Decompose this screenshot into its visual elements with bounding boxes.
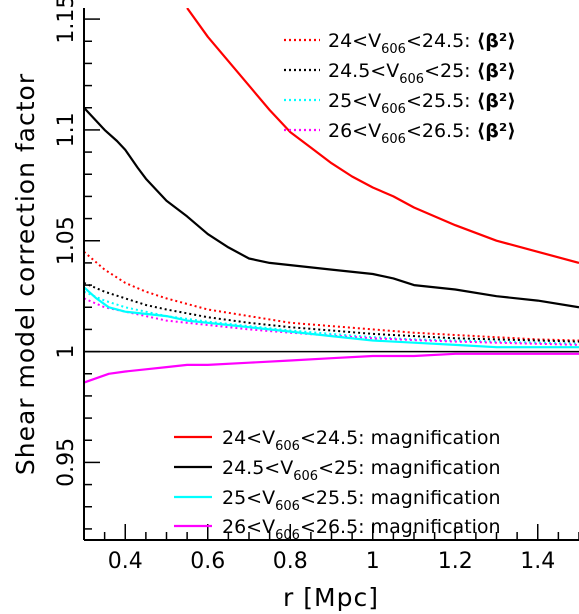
series-line-mag_black: [84, 106, 579, 309]
legend-label-mag_cyan: 25<V606<25.5: magnification: [222, 487, 501, 514]
series-line-mag_cyan: [84, 286, 579, 349]
x-tick-label: 0.6: [190, 549, 225, 574]
y-tick-label: 1.15: [54, 0, 79, 44]
y-tick-label: 0.95: [54, 438, 79, 487]
y-tick-label: 1.1: [54, 112, 79, 147]
series-line-mag_magenta: [84, 352, 579, 384]
x-tick-label: 0.8: [273, 549, 308, 574]
x-tick-label: 1.4: [520, 549, 555, 574]
legend-label-beta_cyan: 25<V606<25.5: ⟨β²⟩: [328, 90, 516, 117]
legend-layer: 24<V606<24.5: ⟨β²⟩ 24.5<V606<25: ⟨β²⟩ 25<V…: [174, 30, 516, 543]
axes-layer: 0.4 0.6 0.8 1 1.2 1.4 0.95 1 1.05 1.1 1.15: [54, 0, 579, 574]
series-line-beta_red: [84, 251, 579, 342]
series-layer: [84, 8, 579, 384]
legend-label-beta_black: 24.5<V606<25: ⟨β²⟩: [328, 60, 516, 87]
legend-label-beta_red: 24<V606<24.5: ⟨β²⟩: [328, 30, 516, 57]
legend-label-beta_magenta: 26<V606<26.5: ⟨β²⟩: [328, 120, 516, 147]
x-tick-label: 0.4: [108, 549, 143, 574]
x-tick-label: 1: [366, 549, 380, 574]
series-line-beta_black: [84, 281, 579, 343]
y-tick-label: 1: [54, 345, 79, 359]
y-tick-label: 1.05: [54, 216, 79, 265]
y-axis-label: Shear model correction factor: [11, 73, 40, 475]
legend-label-mag_red: 24<V606<24.5: magnification: [222, 427, 501, 454]
legend-label-mag_magenta: 26<V606<26.5: magnification: [222, 516, 501, 543]
x-axis-label: r [Mpc]: [283, 583, 379, 612]
series-line-mag_red: [186, 8, 579, 264]
legend-label-mag_black: 24.5<V606<25: magnification: [222, 457, 501, 484]
x-tick-label: 1.2: [438, 549, 473, 574]
